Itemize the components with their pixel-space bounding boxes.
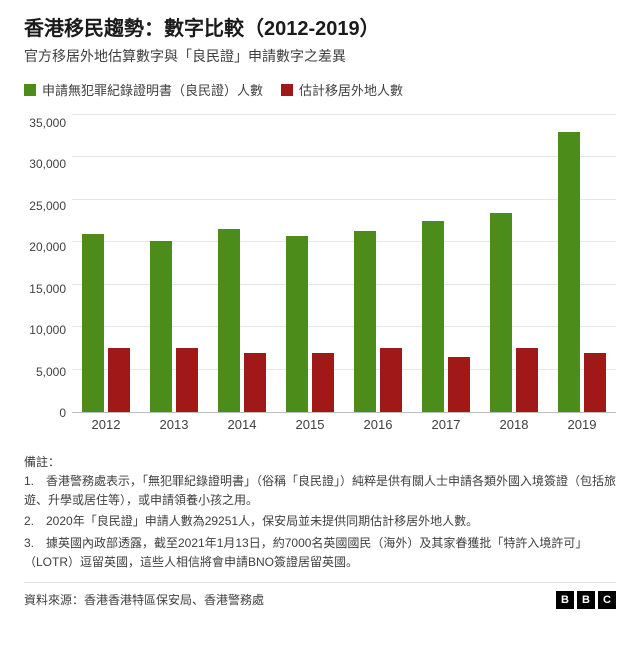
x-tick-label: 2014 — [208, 417, 276, 439]
legend-item: 申請無犯罪紀錄證明書（良民證）人數 — [24, 80, 263, 99]
bar-group — [208, 115, 276, 412]
bars — [72, 115, 616, 412]
y-tick-label: 20,000 — [24, 240, 66, 254]
bar-emigrate — [108, 348, 130, 412]
legend-label: 估計移居外地人數 — [299, 80, 403, 99]
x-tick-label: 2016 — [344, 417, 412, 439]
bar-cert — [82, 234, 104, 412]
note-item: 2. 2020年「良民證」申請人數為29251人，保安局並未提供同期估計移居外地… — [24, 512, 616, 531]
bar-emigrate — [380, 348, 402, 412]
bbc-logo-box: B — [577, 591, 595, 609]
footer: 資料來源：香港香港特區保安局、香港警務處 B B C — [24, 582, 616, 609]
x-tick-label: 2012 — [72, 417, 140, 439]
x-tick-label: 2013 — [140, 417, 208, 439]
legend: 申請無犯罪紀錄證明書（良民證）人數 估計移居外地人數 — [24, 80, 616, 99]
bar-emigrate — [584, 353, 606, 412]
bar-emigrate — [244, 353, 266, 412]
bar-cert — [558, 132, 580, 412]
bar-group — [548, 115, 616, 412]
bbc-logo-box: C — [598, 591, 616, 609]
plot-area — [72, 115, 616, 413]
bar-cert — [218, 229, 240, 412]
bar-group — [480, 115, 548, 412]
bar-group — [412, 115, 480, 412]
x-tick-label: 2017 — [412, 417, 480, 439]
bar-cert — [422, 221, 444, 412]
x-tick-label: 2018 — [480, 417, 548, 439]
notes-header: 備註： — [24, 453, 616, 470]
bar-cert — [354, 231, 376, 412]
bar-chart: 35,000 30,000 25,000 20,000 15,000 10,000 5,00… — [24, 109, 616, 439]
bar-group — [72, 115, 140, 412]
x-tick-label: 2015 — [276, 417, 344, 439]
source-text: 資料來源：香港香港特區保安局、香港警務處 — [24, 591, 264, 608]
y-tick-label: 35,000 — [24, 116, 66, 130]
y-axis-labels: 35,000 30,000 25,000 20,000 15,000 10,000 5,00… — [24, 109, 72, 413]
bar-group — [140, 115, 208, 412]
subtitle: 官方移居外地估算數字與「良民證」申請數字之差異 — [24, 46, 616, 66]
chart-container: 香港移民趨勢：數字比較（2012-2019） 官方移居外地估算數字與「良民證」申… — [0, 0, 640, 621]
bar-cert — [150, 241, 172, 412]
y-tick-label: 10,000 — [24, 323, 66, 337]
y-tick-label: 5,000 — [24, 365, 66, 379]
bar-group — [276, 115, 344, 412]
x-tick-label: 2019 — [548, 417, 616, 439]
bar-emigrate — [312, 353, 334, 412]
bar-group — [344, 115, 412, 412]
page-title: 香港移民趨勢：數字比較（2012-2019） — [24, 16, 616, 42]
bar-emigrate — [176, 348, 198, 412]
bar-cert — [490, 213, 512, 412]
note-item: 1. 香港警務處表示，「無犯罪紀錄證明書」（俗稱「良民證」）純粹是供有關人士申請… — [24, 472, 616, 510]
y-tick-label: 25,000 — [24, 199, 66, 213]
x-axis-labels: 20122013201420152016201720182019 — [72, 417, 616, 439]
y-tick-label: 30,000 — [24, 157, 66, 171]
y-tick-label: 0 — [24, 406, 66, 420]
bar-emigrate — [448, 357, 470, 412]
notes: 1. 香港警務處表示，「無犯罪紀錄證明書」（俗稱「良民證」）純粹是供有關人士申請… — [24, 472, 616, 572]
bbc-logo-box: B — [556, 591, 574, 609]
legend-label: 申請無犯罪紀錄證明書（良民證）人數 — [42, 80, 263, 99]
bar-emigrate — [516, 348, 538, 412]
bbc-logo: B B C — [556, 591, 616, 609]
y-tick-label: 15,000 — [24, 282, 66, 296]
legend-swatch — [281, 84, 293, 96]
legend-item: 估計移居外地人數 — [281, 80, 403, 99]
note-item: 3. 據英國內政部透露，截至2021年1月13日，約7000名英國國民（海外）及… — [24, 534, 616, 572]
legend-swatch — [24, 84, 36, 96]
bar-cert — [286, 236, 308, 412]
